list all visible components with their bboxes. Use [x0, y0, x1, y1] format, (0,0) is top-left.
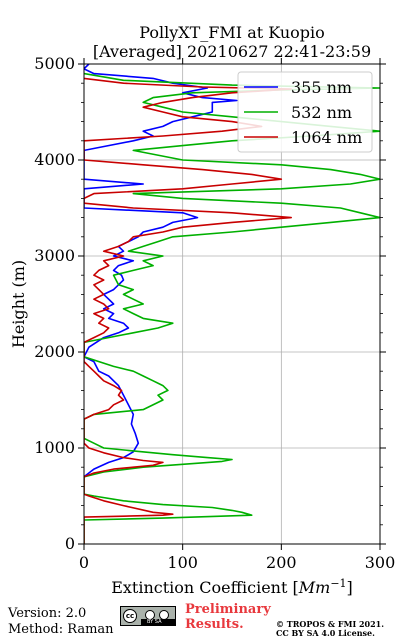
plot-frame: [83, 63, 381, 545]
x-tick-label: 300: [365, 553, 396, 572]
x-axis-unit: Mm: [298, 578, 331, 597]
method-label: Method: Raman: [8, 622, 114, 637]
x-tick-label: 0: [79, 553, 89, 572]
cc-license-badge: cc BY SA: [120, 606, 176, 626]
series-line-1064-nm: [84, 77, 292, 544]
chart: PollyXT_FMI at Kuopio [Averaged] 2021062…: [9, 23, 395, 597]
x-axis-unit-exponent: −1: [330, 577, 346, 590]
preliminary-results-note: Preliminary Results.: [185, 602, 271, 632]
x-tick-label: 200: [266, 553, 297, 572]
cc-strip-text: BY SA: [141, 619, 175, 625]
y-axis-label: Height (m): [9, 260, 28, 348]
series-line-355-nm: [84, 64, 238, 478]
y-tick-label: 0: [65, 534, 75, 553]
legend-label-532: 532 nm: [291, 103, 352, 122]
x-tick-label: 100: [167, 553, 198, 572]
cc-icon: cc: [123, 609, 137, 623]
legend-label-355: 355 nm: [291, 78, 352, 97]
copyright-line2: CC BY SA 4.0 License.: [276, 628, 375, 638]
x-axis-label: Extinction Coefficient [Mm−1]: [111, 577, 353, 597]
x-axis-label-text: Extinction Coefficient [: [111, 578, 299, 597]
copyright-note: © TROPOS & FMI 2021. CC BY SA 4.0 Licens…: [276, 620, 384, 638]
chart-title-line1: PollyXT_FMI at Kuopio: [139, 23, 325, 42]
chart-title-line2: [Averaged] 20210627 22:41-23:59: [93, 42, 371, 61]
version-label: Version: 2.0: [8, 606, 87, 621]
y-tick-label: 3000: [34, 246, 75, 265]
y-tick-label: 4000: [34, 150, 75, 169]
y-tick-label: 5000: [34, 54, 75, 73]
x-axis-label-close: ]: [347, 578, 353, 597]
y-tick-label: 1000: [34, 438, 75, 457]
preliminary-line1: Preliminary: [185, 602, 271, 617]
legend: 355 nm 532 nm 1064 nm: [237, 71, 373, 153]
preliminary-line2: Results.: [185, 617, 244, 632]
legend-label-1064: 1064 nm: [291, 128, 362, 147]
y-tick-label: 2000: [34, 342, 75, 361]
legend-box: [237, 71, 373, 153]
copyright-line1: © TROPOS & FMI 2021.: [276, 619, 385, 629]
